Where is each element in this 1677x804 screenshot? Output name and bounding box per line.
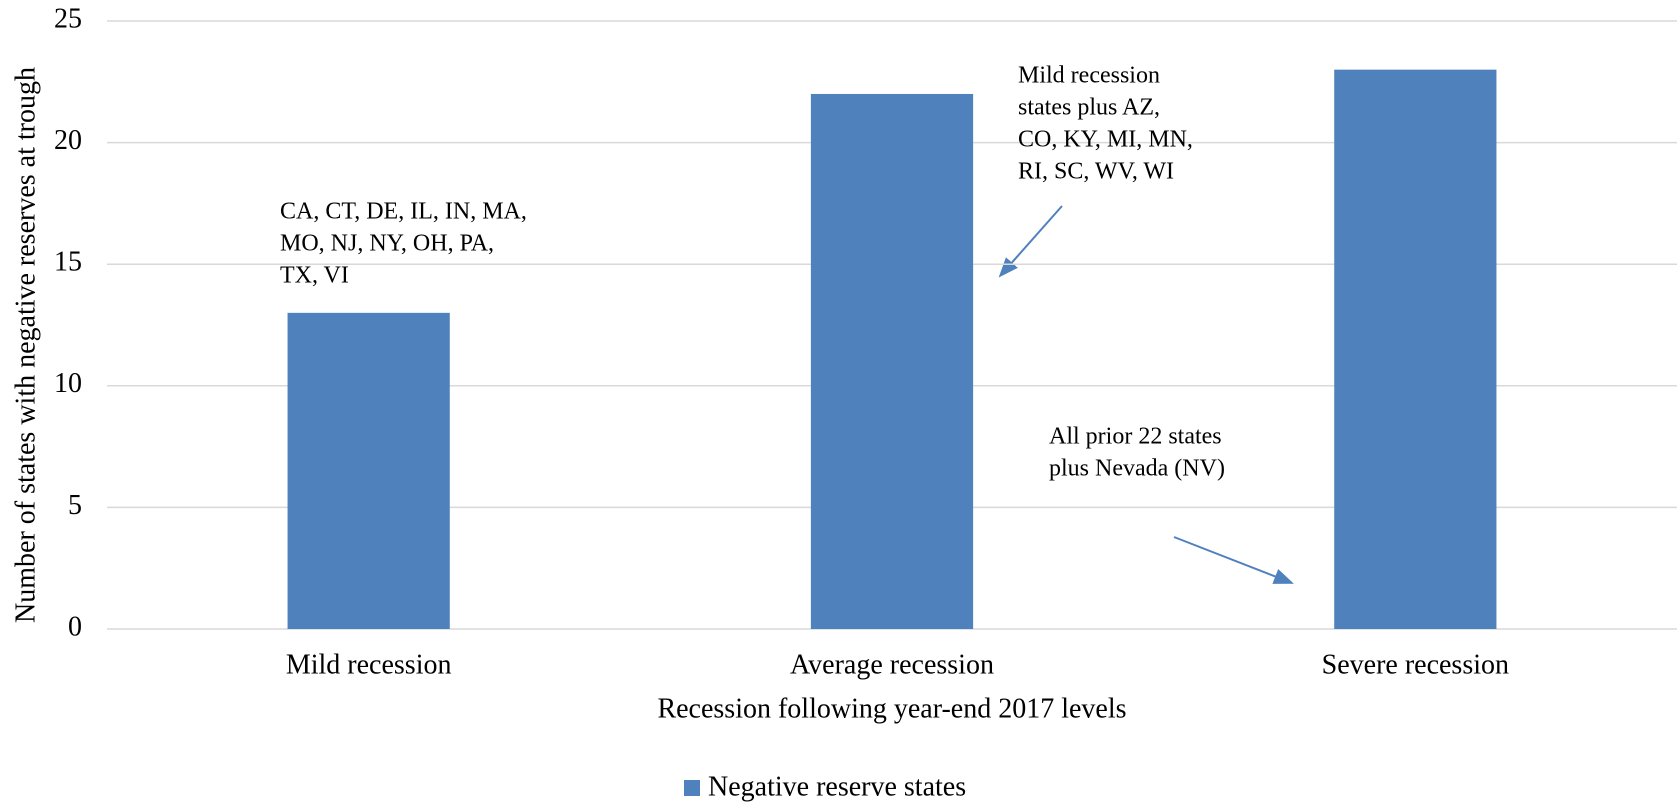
annotation: Mild recession <box>1018 63 1160 89</box>
y-tick-label: 15 <box>54 247 82 278</box>
y-tick-label: 20 <box>54 125 82 156</box>
x-tick-label: Severe recession <box>1322 649 1509 680</box>
bar <box>287 312 450 629</box>
annotation: TX, VI <box>280 263 349 289</box>
y-tick-label: 25 <box>54 3 82 34</box>
y-tick-label: 10 <box>54 368 82 399</box>
annotation: states plus AZ, <box>1018 95 1160 121</box>
annotation: CO, KY, MI, MN, <box>1018 127 1193 153</box>
y-axis-title: Number of states with negative reserves … <box>10 67 41 623</box>
bar <box>810 93 974 629</box>
x-tick-label: Average recession <box>790 649 994 680</box>
y-tick-label: 5 <box>68 490 82 521</box>
annotation: CA, CT, DE, IL, IN, MA, <box>280 199 527 225</box>
annotation: plus Nevada (NV) <box>1049 456 1225 482</box>
arrow <box>1173 536 1294 584</box>
annotation: MO, NJ, NY, OH, PA, <box>280 231 494 257</box>
legend-label: Negative reserve states <box>708 771 966 802</box>
x-tick-label: Mild recession <box>286 649 452 680</box>
annotation: All prior 22 states <box>1049 424 1222 450</box>
arrow <box>998 205 1063 278</box>
y-tick-label: 0 <box>68 611 82 642</box>
annotation: RI, SC, WV, WI <box>1018 159 1174 185</box>
x-axis-title: Recession following year-end 2017 levels <box>657 693 1126 724</box>
legend-swatch <box>684 780 700 796</box>
bar <box>1334 69 1497 629</box>
